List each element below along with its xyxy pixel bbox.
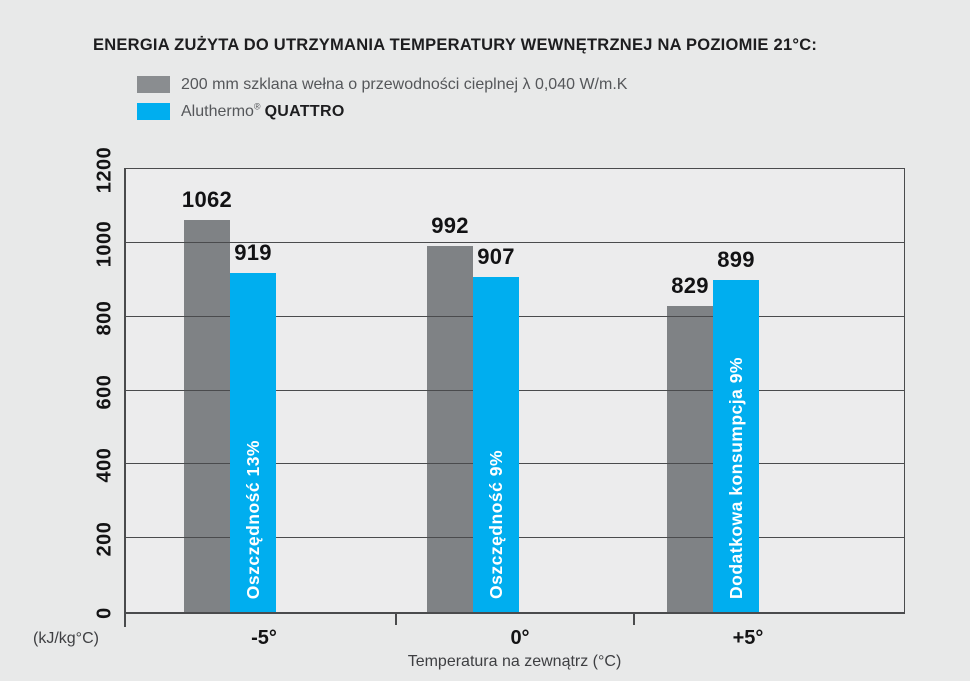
bar-aluthermo--5°: Oszczędność 13% (230, 272, 276, 612)
gridline-1000 (126, 241, 904, 243)
bar-aluthermo-0°: Oszczędność 9% (473, 277, 519, 612)
y-tick-label-200: 200 (93, 521, 116, 557)
y-axis-unit: (kJ/kg°C) (33, 630, 99, 647)
plot-wrap: 1062 Oszczędność 13% 919 992 Oszczędność 9% 9… (94, 147, 905, 670)
legend-product-text: QUATTRO (264, 102, 345, 120)
bar-annotation--5°: Oszczędność 13% (242, 439, 263, 599)
x-axis-tick-1 (395, 614, 397, 625)
y-tick-label-800: 800 (93, 300, 116, 336)
x-axis-tick-2 (633, 614, 635, 625)
value-label-aluthermo-0°: 907 (477, 244, 515, 270)
y-tick-label-0: 0 (93, 607, 116, 619)
x-axis-title: Temperatura na zewnątrz (°C) (407, 653, 622, 670)
legend: 200 mm szklana wełna o przewodności ciep… (137, 76, 627, 130)
legend-label-aluthermo: Aluthermo® QUATTRO (181, 101, 345, 121)
y-tick-label-600: 600 (93, 374, 116, 409)
bar-glasswool--5° (184, 219, 230, 612)
y-tick-label-400: 400 (93, 447, 116, 483)
legend-brand-text: Aluthermo (181, 102, 254, 120)
value-label-glasswool--5°: 1062 (181, 186, 233, 212)
value-label-glasswool-+5°: 829 (671, 272, 709, 298)
value-label-aluthermo-+5°: 899 (717, 247, 755, 273)
bar-glasswool-0° (427, 245, 473, 612)
bar-aluthermo-+5°: Dodatkowa konsumpcja 9% (713, 280, 759, 612)
x-tick-label--5°: -5° (251, 627, 277, 649)
x-axis-origin-tick (124, 614, 126, 627)
legend-swatch-aluthermo (137, 103, 170, 120)
y-tick-label-1200: 1200 (93, 146, 116, 194)
x-tick-label-+5°: +5° (732, 627, 764, 649)
legend-label-glasswool: 200 mm szklana wełna o przewodności ciep… (181, 75, 628, 93)
registered-mark: ® (253, 101, 261, 112)
value-label-glasswool-0°: 992 (431, 212, 469, 238)
bar-annotation-0°: Oszczędność 9% (485, 450, 506, 599)
legend-item-glasswool: 200 mm szklana wełna o przewodności ciep… (137, 76, 627, 93)
y-tick-label-1000: 1000 (93, 220, 116, 268)
legend-swatch-glasswool (137, 76, 170, 93)
chart-title: ENERGIA ZUŻYTA DO UTRZYMANIA TEMPERATURY… (93, 36, 818, 54)
legend-item-aluthermo: Aluthermo® QUATTRO (137, 101, 627, 121)
x-tick-label-0°: 0° (510, 627, 530, 649)
bar-annotation-+5°: Dodatkowa konsumpcja 9% (725, 357, 746, 599)
bar-glasswool-+5° (667, 305, 713, 612)
plot-area: 1062 Oszczędność 13% 919 992 Oszczędność 9% 9… (124, 168, 905, 614)
value-label-aluthermo--5°: 919 (234, 239, 272, 265)
